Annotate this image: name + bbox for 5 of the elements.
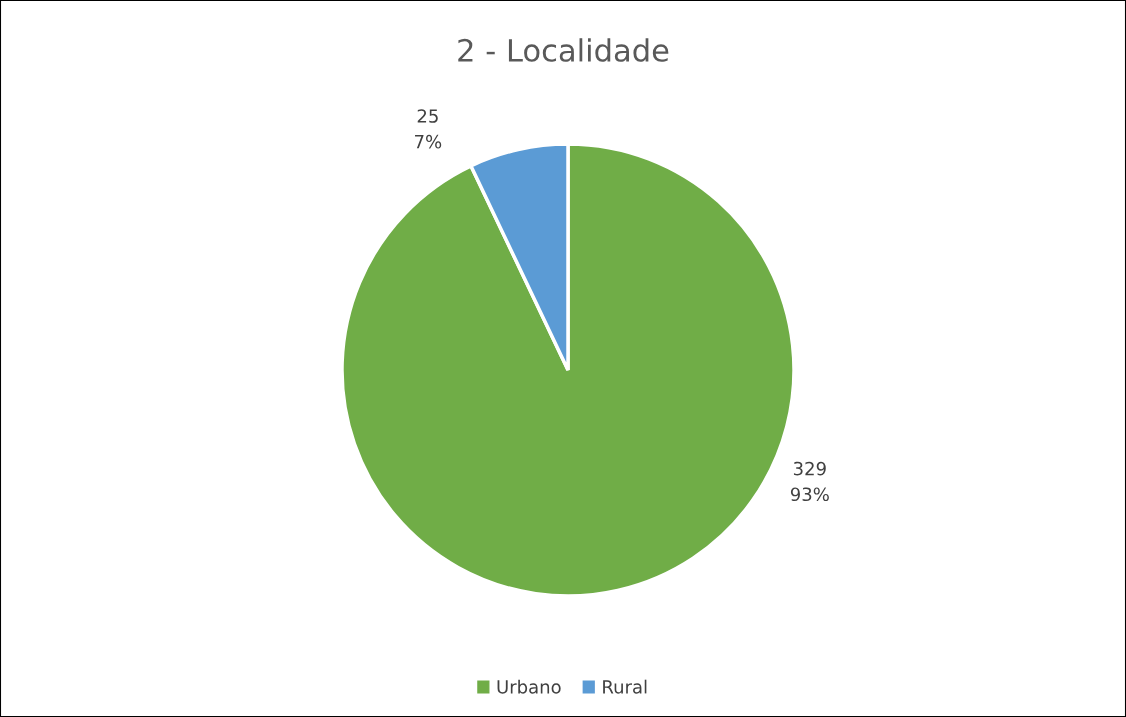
chart-title: 2 - Localidade xyxy=(458,38,669,62)
data-label: 329 93% xyxy=(790,461,829,502)
data-label: 25 7% xyxy=(415,109,442,149)
legend-label: Urbano xyxy=(497,679,561,694)
legend-label: Rural xyxy=(603,679,647,694)
